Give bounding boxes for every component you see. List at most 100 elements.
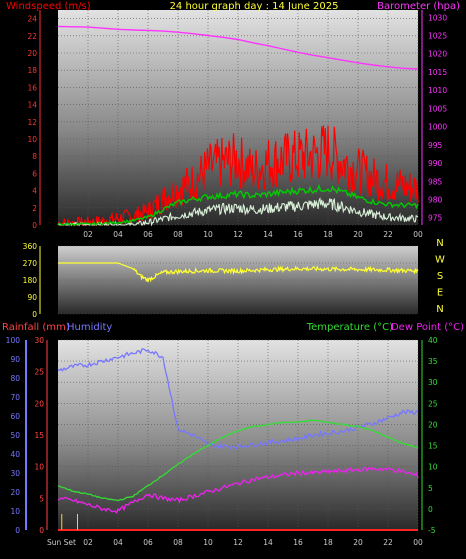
temperature-y-tick: 30: [428, 378, 438, 387]
wind-y-tick: 8: [32, 152, 37, 161]
wind-x-tick: 00: [413, 230, 423, 239]
direction-letter: E: [437, 288, 443, 299]
grid-lines: [58, 10, 419, 531]
temperature-y-tick: 35: [428, 357, 438, 366]
rainfall-y-tick: 0: [39, 526, 44, 535]
direction-y-tick: 180: [23, 276, 38, 285]
wind-y-tick: 4: [32, 187, 37, 196]
temperature-x-tick: 06: [143, 538, 153, 547]
wind-y-tick: 12: [27, 118, 37, 127]
direction-letter: N: [436, 238, 443, 249]
wind-x-tick: 04: [113, 230, 123, 239]
wind-x-tick: 14: [263, 230, 273, 239]
axis-layer: 0246810121416182022249759809859909951000…: [6, 10, 447, 547]
humidity-y-tick: 60: [10, 412, 20, 421]
barometer-y-tick: 995: [428, 141, 443, 150]
wind-x-tick: 16: [293, 230, 303, 239]
barometer-y-tick: 1020: [428, 50, 447, 59]
temperature-plot-area: [58, 340, 418, 530]
temperature-y-tick: 25: [428, 399, 438, 408]
temperature-x-tick: Sun Set: [47, 538, 76, 547]
direction-y-tick: 270: [23, 259, 38, 268]
humidity-y-tick: 20: [10, 488, 20, 497]
humidity-y-tick: 10: [10, 507, 20, 516]
barometer-axis-title: Barometer (hpa): [377, 1, 460, 12]
wind-low-line: [57, 196, 419, 227]
temperature-axis-title: Temperature (°C): [306, 322, 393, 333]
wind-y-tick: 2: [32, 204, 37, 213]
wind-plot-area: [58, 10, 418, 225]
wind-y-tick: 16: [27, 83, 37, 92]
rainfall-axis-title: Rainfall (mm): [2, 322, 70, 333]
wind-average-line: [57, 183, 419, 226]
direction-y-tick: 0: [32, 310, 37, 319]
barometer-y-tick: 1030: [428, 13, 447, 22]
direction-letter: W: [435, 255, 445, 266]
barometer-y-tick: 990: [428, 159, 443, 168]
temperature-x-tick: 20: [353, 538, 363, 547]
wind-x-tick: 18: [323, 230, 333, 239]
temperature-y-tick: 0: [428, 505, 433, 514]
temperature-y-tick: 15: [428, 442, 438, 451]
temperature-x-tick: 22: [383, 538, 393, 547]
barometer-line: [57, 25, 419, 70]
barometer-y-tick: 1015: [428, 68, 447, 77]
wind-x-tick: 06: [143, 230, 153, 239]
barometer-y-tick: 985: [428, 177, 443, 186]
barometer-y-tick: 975: [428, 214, 443, 223]
wind-y-tick: 18: [27, 66, 37, 75]
wind-x-tick: 22: [383, 230, 393, 239]
humidity-y-tick: 100: [6, 336, 21, 345]
windspeed-axis-title: Windspeed (m/s): [6, 1, 91, 12]
wind-speed-line: [57, 125, 419, 228]
rainfall-y-tick: 15: [34, 431, 44, 440]
direction-y-tick: 90: [27, 293, 37, 302]
wind-x-tick: 10: [203, 230, 213, 239]
temperature-x-tick: 08: [173, 538, 183, 547]
temperature-x-tick: 16: [293, 538, 303, 547]
humidity-y-tick: 80: [10, 374, 20, 383]
wind-y-tick: 22: [27, 32, 37, 41]
humidity-y-tick: 40: [10, 450, 20, 459]
wind-x-tick: 02: [83, 230, 93, 239]
wind-direction-line: [58, 262, 419, 283]
rainfall-y-tick: 30: [34, 336, 44, 345]
humidity-y-tick: 90: [10, 355, 20, 364]
temperature-y-tick: 5: [428, 484, 433, 493]
wind-y-tick: 24: [27, 15, 37, 24]
barometer-y-tick: 980: [428, 195, 443, 204]
rainfall-y-tick: 20: [34, 399, 44, 408]
wind-y-tick: 10: [27, 135, 37, 144]
temperature-y-tick: 40: [428, 336, 438, 345]
wind-x-tick: 12: [233, 230, 243, 239]
humidity-y-tick: 0: [15, 526, 20, 535]
temperature-y-tick: 20: [428, 420, 438, 429]
temperature-x-tick: 02: [83, 538, 93, 547]
barometer-y-tick: 1000: [428, 123, 447, 132]
temperature-x-tick: 00: [413, 538, 423, 547]
temperature-x-tick: 14: [263, 538, 273, 547]
barometer-y-tick: 1005: [428, 104, 447, 113]
wind-y-tick: 14: [27, 101, 37, 110]
temperature-x-tick: 10: [203, 538, 213, 547]
dew-point-line: [57, 466, 419, 514]
wind-x-tick: 20: [353, 230, 363, 239]
wind-y-tick: 6: [32, 169, 37, 178]
direction-letter: N: [436, 304, 443, 315]
series-layer: [57, 25, 419, 531]
temperature-y-tick: 10: [428, 463, 438, 472]
temperature-x-tick: 04: [113, 538, 123, 547]
humidity-y-tick: 50: [10, 431, 20, 440]
temperature-y-tick: -5: [428, 526, 436, 535]
rainfall-y-tick: 10: [34, 463, 44, 472]
temperature-x-tick: 12: [233, 538, 243, 547]
wind-y-tick: 20: [27, 49, 37, 58]
humidity-y-tick: 70: [10, 393, 20, 402]
humidity-axis-title: Humidity: [67, 322, 112, 333]
temperature-line: [57, 419, 419, 502]
barometer-y-tick: 1010: [428, 86, 447, 95]
direction-letter: S: [437, 271, 443, 282]
temperature-x-tick: 18: [323, 538, 333, 547]
